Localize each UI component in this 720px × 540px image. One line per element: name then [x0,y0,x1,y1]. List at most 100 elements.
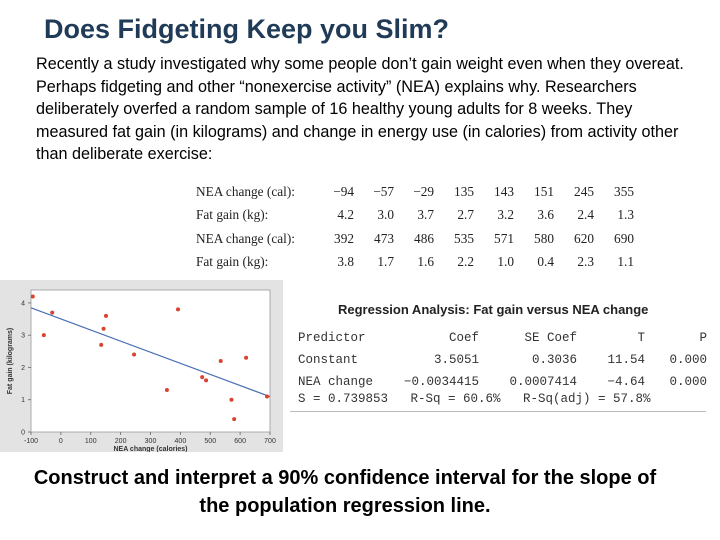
row-label: Fat gain (kg): [196,254,269,270]
table-cell: 4.2 [337,207,354,223]
table-cell: 3.0 [377,207,394,223]
regression-summary: S = 0.739853 R-Sq = 60.6% R-Sq(adj) = 57… [298,392,651,406]
divider [290,411,706,412]
table-cell: 2.2 [457,254,474,270]
table-cell: 473 [374,230,394,246]
data-point [41,333,46,338]
table-cell: −4.64 [607,375,646,389]
table-cell: 392 [334,230,354,246]
table-cell: 620 [574,230,594,246]
table-cell: 3.2 [497,207,514,223]
data-point [244,355,249,360]
row-label: Fat gain (kg): [196,207,269,223]
table-cell: Constant [298,353,359,367]
table-row: NEA change −0.0034415 0.0007414 −4.64 0.… [298,371,707,393]
x-tick-label: 400 [175,438,187,445]
slide-title: Does Fidgeting Keep you Slim? [44,14,450,44]
y-axis-label: Fat gain (kilograms) [7,328,14,395]
table-cell: 151 [534,183,554,199]
table-cell: −94 [333,183,354,199]
table-cell: 3.8 [337,254,354,270]
table-cell: −0.0034415 [404,375,480,389]
table-cell: 571 [494,230,514,246]
regression-output: Regression Analysis: Fat gain versus NEA… [290,296,708,414]
data-table: NEA change (cal): −94 −57 −29 135 143 15… [196,180,634,274]
table-row: Predictor Coef SE Coef T P [298,327,707,349]
table-cell: 0.000 [669,353,708,367]
table-cell: 0.3036 [532,353,578,367]
table-cell: 143 [494,183,514,199]
table-cell: 2.3 [577,254,594,270]
y-tick-label: 0 [21,430,25,437]
question-text: Construct and interpret a 90% confidence… [33,467,657,517]
data-point [99,342,104,347]
x-tick-label: 600 [234,438,246,445]
data-point [30,294,35,299]
table-cell: 135 [454,183,474,199]
plot-area [30,289,271,433]
table-row: NEA change (cal): 392 473 486 535 571 58… [196,227,634,251]
table-row: NEA change (cal): −94 −57 −29 135 143 15… [196,180,634,204]
table-cell: NEA change [298,375,374,389]
data-point [101,326,106,331]
table-cell: 3.7 [417,207,434,223]
table-cell: 1.7 [377,254,394,270]
scatterplot-panel: -100 0 100 200 300 400 500 600 700 0 1 2 3 4 NEA chang… [0,280,283,453]
table-cell: 1.6 [417,254,434,270]
x-tick-label: 200 [115,438,127,445]
x-axis-label: NEA change (calories) [113,446,187,452]
data-point [132,352,137,357]
y-tick-label: 4 [21,300,25,307]
header-coef: Coef [449,331,480,345]
table-row: Fat gain (kg): 4.2 3.0 3.7 2.7 3.2 3.6 2… [196,204,634,228]
table-cell: 0.000 [669,375,708,389]
table-cell: 1.1 [617,254,634,270]
table-cell: 245 [574,183,594,199]
data-point [103,313,108,318]
table-cell: 0.4 [537,254,554,270]
table-cell: −29 [413,183,434,199]
x-tick-label: 300 [145,438,157,445]
row-label: NEA change (cal): [196,230,295,246]
y-tick-label: 1 [21,397,25,404]
data-point [200,375,205,380]
y-tick-label: 3 [21,333,25,340]
data-point [229,397,234,402]
regression-table: Predictor Coef SE Coef T P Constant 3.50… [298,327,707,393]
x-tick-label: 0 [59,438,63,445]
table-row: Constant 3.5051 0.3036 11.54 0.000 [298,349,707,371]
table-cell: 486 [414,230,434,246]
table-cell: 3.6 [537,207,554,223]
table-cell: 2.4 [577,207,594,223]
table-cell: 2.7 [457,207,474,223]
data-point [175,307,180,312]
table-cell: 355 [614,183,634,199]
data-point [50,310,55,315]
intro-paragraph: Recently a study investigated why some p… [36,55,684,163]
table-cell: −57 [373,183,394,199]
header-predictor: Predictor [298,331,366,345]
data-point [204,378,209,383]
data-point [164,388,169,393]
y-tick-label: 2 [21,365,25,372]
regression-title: Regression Analysis: Fat gain versus NEA… [338,302,649,317]
table-cell: 1.3 [617,207,634,223]
table-cell: 580 [534,230,554,246]
table-cell: 1.0 [497,254,514,270]
table-cell: 690 [614,230,634,246]
header-p: P [699,331,708,345]
data-point [232,417,237,422]
table-row: Fat gain (kg): 3.8 1.7 1.6 2.2 1.0 0.4 2… [196,251,634,275]
header-t: T [637,331,646,345]
table-cell: 3.5051 [434,353,480,367]
x-tick-label: -100 [24,438,38,445]
x-tick-label: 100 [85,438,97,445]
data-point [265,394,270,399]
table-cell: 535 [454,230,474,246]
x-tick-label: 500 [204,438,216,445]
header-se-coef: SE Coef [524,331,578,345]
regression-line [30,307,271,398]
row-label: NEA change (cal): [196,183,295,199]
table-cell: 0.0007414 [509,375,578,389]
table-cell: 11.54 [607,353,646,367]
